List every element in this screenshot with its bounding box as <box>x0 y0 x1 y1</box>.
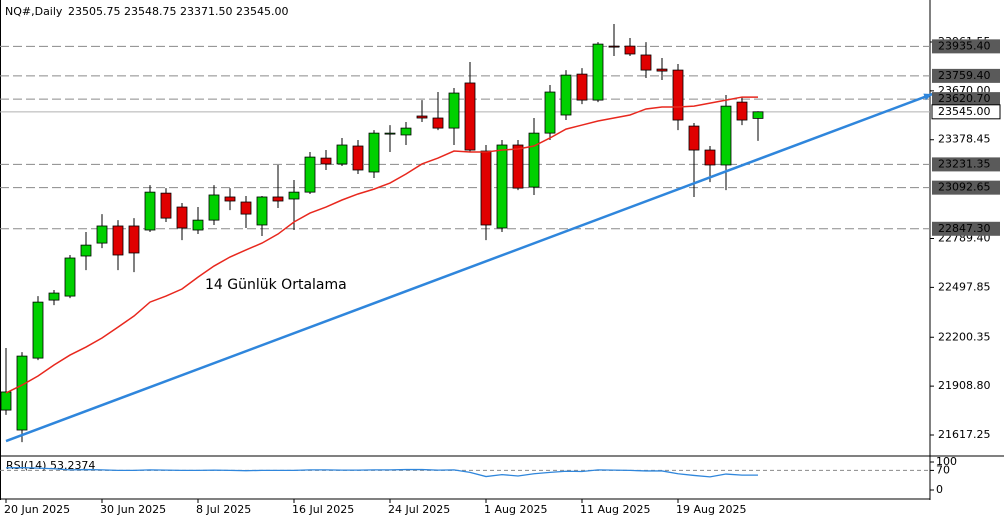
x-tick-label: 20 Jun 2025 <box>4 503 70 516</box>
candle-body <box>80 244 92 257</box>
candle-body <box>736 101 748 121</box>
candle-body <box>512 144 524 189</box>
level-label-box <box>932 180 1000 195</box>
level-label: 23759.40 <box>938 69 991 82</box>
candle-body <box>400 127 412 136</box>
candle-body <box>608 45 620 48</box>
candle-body <box>656 68 668 72</box>
candle-body <box>224 196 236 202</box>
x-tick-label: 1 Aug 2025 <box>484 503 547 516</box>
candle-body <box>496 144 508 229</box>
candle-body <box>128 225 140 254</box>
candle-body <box>640 54 652 71</box>
trendline-arrow <box>923 93 933 101</box>
current-price-label: 23545.00 <box>938 105 991 118</box>
candle-body <box>144 191 156 231</box>
annotation: 14 Günlük Ortalama <box>205 277 347 293</box>
candle-body <box>704 149 716 166</box>
candle-body <box>720 105 732 166</box>
candle-body <box>352 145 364 171</box>
x-tick-label: 24 Jul 2025 <box>388 503 450 516</box>
y-tick-label: 21908.80 <box>938 379 991 392</box>
candle-body <box>96 225 108 244</box>
candle-body <box>688 125 700 151</box>
candle-body <box>384 132 396 135</box>
candle-body <box>464 82 476 151</box>
level-label-box <box>932 39 1000 54</box>
x-tick-label: 30 Jun 2025 <box>100 503 166 516</box>
candle-body <box>448 92 460 129</box>
candle-body <box>64 257 76 297</box>
candle-body <box>592 43 604 101</box>
candle-body <box>208 194 220 221</box>
chart-title: NQ#,Daily <box>5 5 63 18</box>
candle-body <box>624 45 636 55</box>
candle-body <box>560 74 572 116</box>
candle-body <box>32 301 44 359</box>
header-price: 23545.00 <box>236 5 289 18</box>
y-tick-label: 0 <box>936 483 943 496</box>
candle-body <box>288 191 300 200</box>
level-label-box <box>932 157 1000 172</box>
candle-body <box>16 355 28 431</box>
candle-body <box>416 115 428 119</box>
y-tick-label: 22200.35 <box>938 330 991 343</box>
candle-body <box>0 391 12 411</box>
candle-body <box>192 219 204 231</box>
trendline <box>5 92 933 443</box>
candle-body <box>672 69 684 121</box>
candle-body <box>176 206 188 229</box>
y-tick-label: 70 <box>936 463 950 476</box>
candle-body <box>320 157 332 165</box>
candle-body <box>368 132 380 173</box>
candle-body <box>160 192 172 219</box>
current-price-box <box>931 104 1001 120</box>
header-price: 23505.75 <box>68 5 121 18</box>
x-tick-label: 19 Aug 2025 <box>676 503 746 516</box>
candle-body <box>752 111 764 119</box>
candle-body <box>544 91 556 134</box>
rsi-line <box>5 466 759 478</box>
x-tick-label: 16 Jul 2025 <box>292 503 354 516</box>
moving-average <box>5 96 758 394</box>
level-label: 23092.65 <box>938 181 991 194</box>
candle-body <box>432 117 444 129</box>
rsi-title: RSI(14) 53.2374 <box>6 459 95 472</box>
level-label-box <box>932 221 1000 236</box>
level-label-box <box>932 68 1000 83</box>
candle-body <box>576 73 588 101</box>
candle-body <box>256 196 268 226</box>
candle-body <box>240 201 252 215</box>
header-price: 23548.75 <box>124 5 177 18</box>
x-tick-label: 11 Aug 2025 <box>580 503 650 516</box>
level-label: 23231.35 <box>938 157 991 170</box>
candle-body <box>48 292 60 301</box>
y-tick-label: 21617.25 <box>938 428 991 441</box>
header-price: 23371.50 <box>180 5 233 18</box>
candle-body <box>304 156 316 193</box>
level-label: 23935.40 <box>938 39 991 52</box>
candle-body <box>480 150 492 226</box>
candle-body <box>272 196 284 202</box>
level-label: 22847.30 <box>938 222 991 235</box>
level-label-box <box>932 92 1000 107</box>
x-tick-label: 8 Jul 2025 <box>196 503 251 516</box>
y-tick-label: 100 <box>936 455 957 468</box>
y-tick-label: 22497.85 <box>938 280 991 293</box>
y-tick-label: 23378.45 <box>938 133 991 146</box>
candle-body <box>336 144 348 165</box>
candle-body <box>528 132 540 188</box>
candle-body <box>112 225 124 256</box>
level-label: 23620.70 <box>938 92 991 105</box>
